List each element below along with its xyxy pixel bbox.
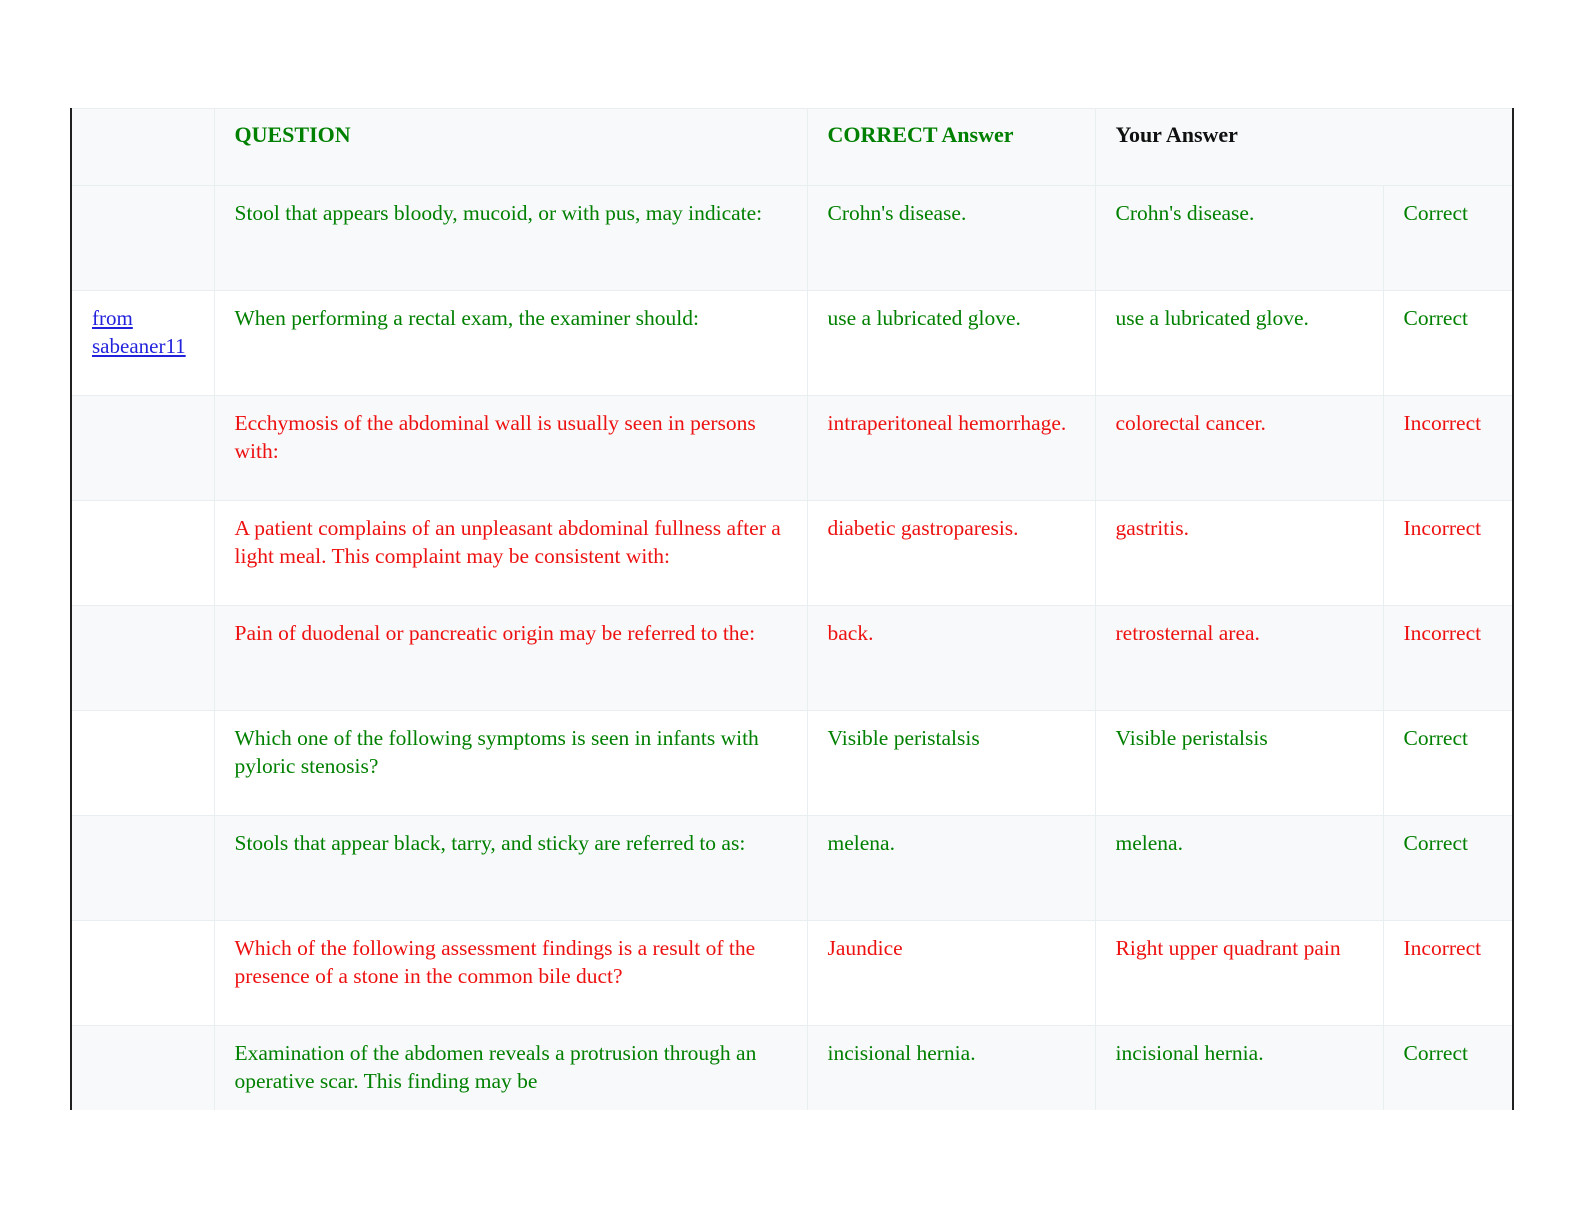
table-header-row: QUESTION CORRECT Answer Your Answer — [70, 108, 1514, 186]
row-correct-answer-cell: incisional hernia. — [806, 1025, 1096, 1110]
row-source-cell — [70, 710, 215, 816]
row-result-cell: Incorrect — [1382, 920, 1514, 1026]
row-correct-answer-cell: Visible peristalsis — [806, 710, 1096, 816]
header-source — [70, 108, 215, 186]
row-source-cell: from sabeaner11 — [70, 290, 215, 396]
row-your-answer-cell: use a lubricated glove. — [1094, 290, 1384, 396]
table-row: Stools that appear black, tarry, and sti… — [70, 815, 1514, 921]
row-result-cell: Correct — [1382, 710, 1514, 816]
row-source-cell — [70, 920, 215, 1026]
quiz-table-viewport: QUESTION CORRECT Answer Your Answer Stoo… — [70, 108, 1514, 1110]
row-question-cell: Which one of the following symptoms is s… — [213, 710, 808, 816]
row-correct-answer-cell: Crohn's disease. — [806, 185, 1096, 291]
row-correct-answer-cell: use a lubricated glove. — [806, 290, 1096, 396]
row-result-cell: Correct — [1382, 185, 1514, 291]
row-result-cell: Incorrect — [1382, 500, 1514, 606]
row-question-cell: Ecchymosis of the abdominal wall is usua… — [213, 395, 808, 501]
table-row: from sabeaner11 When performing a rectal … — [70, 290, 1514, 396]
table-row: Which of the following assessment findin… — [70, 920, 1514, 1026]
header-correct-answer: CORRECT Answer — [806, 108, 1096, 186]
table-row: Ecchymosis of the abdominal wall is usua… — [70, 395, 1514, 501]
row-your-answer-cell: gastritis. — [1094, 500, 1384, 606]
row-your-answer-cell: melena. — [1094, 815, 1384, 921]
row-question-cell: When performing a rectal exam, the exami… — [213, 290, 808, 396]
row-correct-answer-cell: melena. — [806, 815, 1096, 921]
row-your-answer-cell: incisional hernia. — [1094, 1025, 1384, 1110]
row-result-cell: Correct — [1382, 1025, 1514, 1110]
row-question-cell: Which of the following assessment findin… — [213, 920, 808, 1026]
table-row: A patient complains of an unpleasant abd… — [70, 500, 1514, 606]
row-source-cell — [70, 1025, 215, 1110]
row-result-cell: Incorrect — [1382, 605, 1514, 711]
row-question-cell: Pain of duodenal or pancreatic origin ma… — [213, 605, 808, 711]
row-source-cell — [70, 500, 215, 606]
row-correct-answer-cell: intraperitoneal hemorrhage. — [806, 395, 1096, 501]
row-your-answer-cell: colorectal cancer. — [1094, 395, 1384, 501]
row-result-cell: Correct — [1382, 815, 1514, 921]
table-row: Which one of the following symptoms is s… — [70, 710, 1514, 816]
row-correct-answer-cell: Jaundice — [806, 920, 1096, 1026]
header-question: QUESTION — [213, 108, 808, 186]
table-row: Stool that appears bloody, mucoid, or wi… — [70, 185, 1514, 291]
row-question-cell: A patient complains of an unpleasant abd… — [213, 500, 808, 606]
row-result-cell: Correct — [1382, 290, 1514, 396]
row-your-answer-cell: Visible peristalsis — [1094, 710, 1384, 816]
row-source-cell — [70, 815, 215, 921]
row-correct-answer-cell: back. — [806, 605, 1096, 711]
source-author-link[interactable]: from sabeaner11 — [92, 306, 186, 358]
row-result-cell: Incorrect — [1382, 395, 1514, 501]
row-source-cell — [70, 185, 215, 291]
row-source-cell — [70, 605, 215, 711]
table-body: Stool that appears bloody, mucoid, or wi… — [70, 185, 1514, 1110]
table-row: Examination of the abdomen reveals a pro… — [70, 1025, 1514, 1110]
row-your-answer-cell: Crohn's disease. — [1094, 185, 1384, 291]
row-question-cell: Stool that appears bloody, mucoid, or wi… — [213, 185, 808, 291]
row-question-cell: Stools that appear black, tarry, and sti… — [213, 815, 808, 921]
row-your-answer-cell: Right upper quadrant pain — [1094, 920, 1384, 1026]
row-correct-answer-cell: diabetic gastroparesis. — [806, 500, 1096, 606]
table-row: Pain of duodenal or pancreatic origin ma… — [70, 605, 1514, 711]
table-header: QUESTION CORRECT Answer Your Answer — [70, 108, 1514, 186]
row-question-cell: Examination of the abdomen reveals a pro… — [213, 1025, 808, 1110]
row-source-cell — [70, 395, 215, 501]
row-your-answer-cell: retrosternal area. — [1094, 605, 1384, 711]
header-your-answer: Your Answer — [1094, 108, 1514, 186]
quiz-results-table: QUESTION CORRECT Answer Your Answer Stoo… — [70, 108, 1514, 1110]
